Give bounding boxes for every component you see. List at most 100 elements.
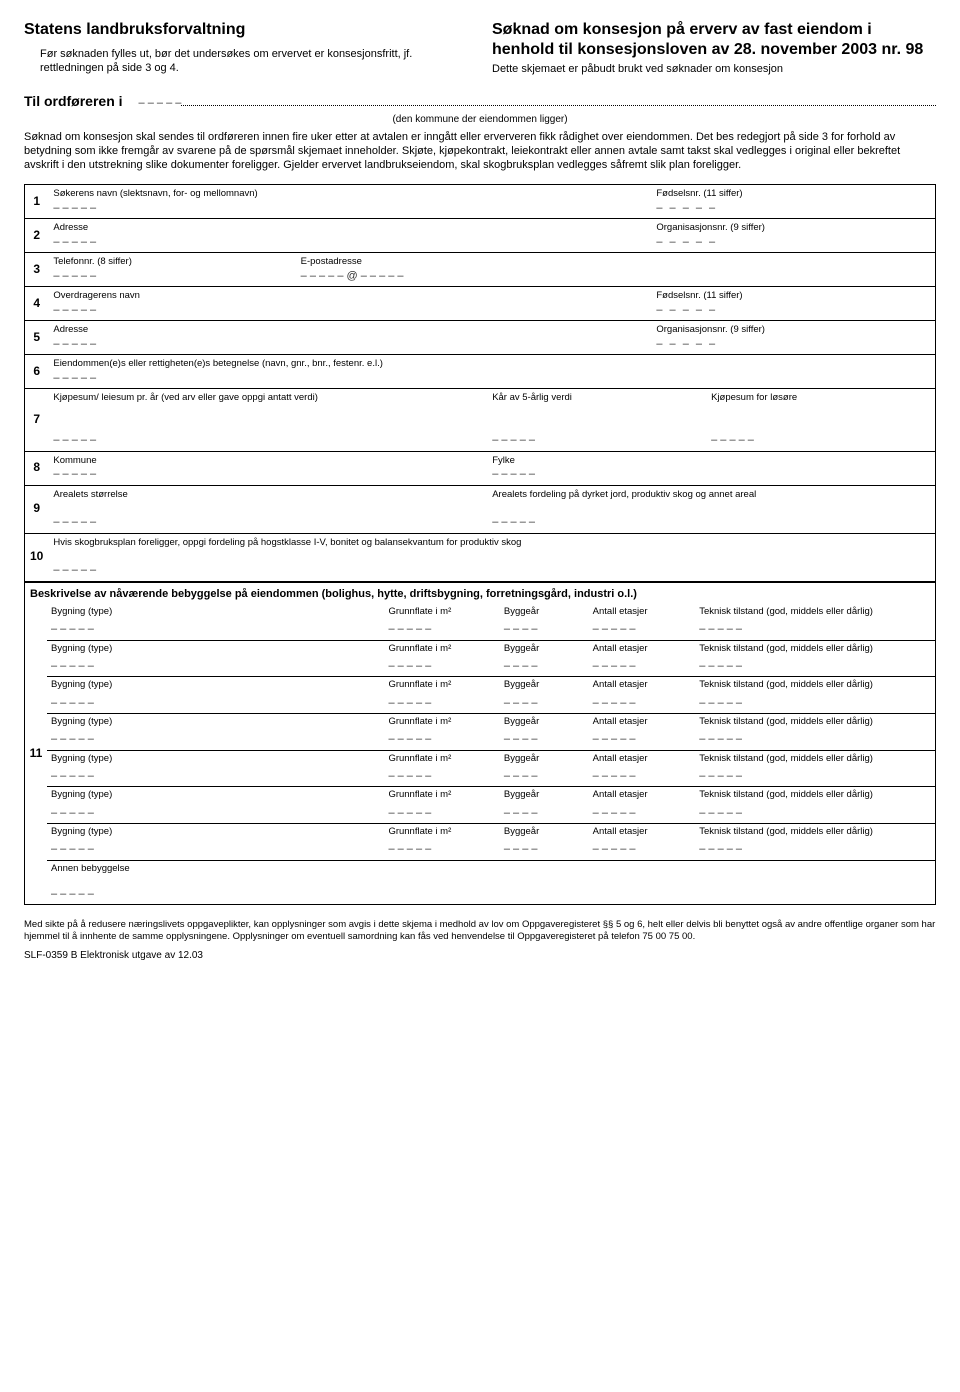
skogbruksplan-field[interactable]: – – – – – [53,564,96,576]
building-col-4-label: Antall etasjer [593,716,692,728]
building-col-2-label: Grunnflate i m² [388,716,495,728]
applicant-name-label: Søkerens navn (slektsnavn, for- og mello… [53,188,655,200]
fylke-field[interactable]: – – – – – [492,468,535,480]
building-col-2-label: Grunnflate i m² [388,789,495,801]
building-1-col-1-field[interactable]: – – – – – [51,623,94,635]
applicant-birthno-label: Fødselsnr. (11 siffer) [656,188,930,200]
building-1-col-5-field[interactable]: – – – – – [699,623,742,635]
building-1-col-4-field[interactable]: – – – – – [593,623,636,635]
building-col-4-label: Antall etasjer [593,606,692,618]
building-2-col-3-field[interactable]: – – – – [504,660,538,672]
building-col-2-label: Grunnflate i m² [388,606,495,618]
building-col-2-label: Grunnflate i m² [388,826,495,838]
transferor-name-field[interactable]: – – – – – [53,304,96,316]
form-subtitle: Dette skjemaet er påbudt brukt ved søkna… [492,62,936,76]
building-7-col-4-field[interactable]: – – – – – [593,843,636,855]
building-1-col-2-field[interactable]: – – – – – [388,623,431,635]
building-3-col-3-field[interactable]: – – – – [504,697,538,709]
building-3-col-1-field[interactable]: – – – – – [51,697,94,709]
building-5-col-4-field[interactable]: – – – – – [593,770,636,782]
building-col-5-label: Teknisk tilstand (god, middels eller dår… [699,753,931,765]
fylke-label: Fylke [492,455,930,467]
building-col-3-label: Byggeår [504,716,585,728]
agency-name: Statens landbruksforvaltning [24,20,468,41]
building-5-col-1-field[interactable]: – – – – – [51,770,94,782]
building-2-col-1-field[interactable]: – – – – – [51,660,94,672]
annen-bebyggelse-field[interactable]: – – – – – [51,888,94,900]
building-6-col-5-field[interactable]: – – – – – [699,807,742,819]
row-num-2: 2 [25,219,49,253]
building-col-3-label: Byggeår [504,643,585,655]
building-col-5-label: Teknisk tilstand (god, middels eller dår… [699,643,931,655]
building-col-5-label: Teknisk tilstand (god, middels eller dår… [699,679,931,691]
areal-size-field[interactable]: – – – – – [53,516,96,528]
applicant-orgno-field[interactable]: – – – – – [656,236,717,248]
header-note: Før søknaden fylles ut, bør det undersøk… [24,47,468,76]
skogbruksplan-label: Hvis skogbruksplan foreligger, oppgi for… [53,537,930,549]
building-col-4-label: Antall etasjer [593,643,692,655]
building-col-4-label: Antall etasjer [593,679,692,691]
building-4-col-5-field[interactable]: – – – – – [699,733,742,745]
building-3-col-4-field[interactable]: – – – – – [593,697,636,709]
building-2-col-5-field[interactable]: – – – – – [699,660,742,672]
transferor-orgno-field[interactable]: – – – – – [656,338,717,350]
building-7-col-1-field[interactable]: – – – – – [51,843,94,855]
transferor-address-label: Adresse [53,324,655,336]
kommune-field[interactable]: – – – – – [53,468,96,480]
building-col-1-label: Bygning (type) [51,643,380,655]
applicant-address-field[interactable]: – – – – – [53,236,96,248]
building-4-col-3-field[interactable]: – – – – [504,733,538,745]
building-col-1-label: Bygning (type) [51,826,380,838]
recipient-field[interactable]: – – – – – [139,96,182,110]
buildings-title: Beskrivelse av nåværende bebyggelse på e… [25,582,935,604]
building-4-col-2-field[interactable]: – – – – – [388,733,431,745]
building-col-3-label: Byggeår [504,826,585,838]
building-5-col-3-field[interactable]: – – – – [504,770,538,782]
building-6-col-3-field[interactable]: – – – – [504,807,538,819]
transferor-address-field[interactable]: – – – – – [53,338,96,350]
building-5-col-2-field[interactable]: – – – – – [388,770,431,782]
row-num-8: 8 [25,451,49,485]
building-col-5-label: Teknisk tilstand (god, middels eller dår… [699,826,931,838]
building-2-col-4-field[interactable]: – – – – – [593,660,636,672]
email-label: E-postadresse [301,256,930,268]
recipient-row: Til ordføreren i – – – – – [24,90,936,110]
building-col-1-label: Bygning (type) [51,753,380,765]
row-num-5: 5 [25,321,49,355]
building-4-col-4-field[interactable]: – – – – – [593,733,636,745]
building-7-col-2-field[interactable]: – – – – – [388,843,431,855]
building-3-col-2-field[interactable]: – – – – – [388,697,431,709]
form-table: 1 Søkerens navn (slektsnavn, for- og mel… [24,184,936,581]
building-col-3-label: Byggeår [504,789,585,801]
purchase-price-field[interactable]: – – – – – [53,434,96,446]
property-designation-field[interactable]: – – – – – [53,372,96,384]
building-6-col-4-field[interactable]: – – – – – [593,807,636,819]
applicant-birthno-field[interactable]: – – – – – [656,202,717,214]
building-5-col-5-field[interactable]: – – – – – [699,770,742,782]
building-2-col-2-field[interactable]: – – – – – [388,660,431,672]
building-col-4-label: Antall etasjer [593,826,692,838]
building-7-col-3-field[interactable]: – – – – [504,843,538,855]
building-col-5-label: Teknisk tilstand (god, middels eller dår… [699,716,931,728]
kar-field[interactable]: – – – – – [492,434,535,446]
row-num-10: 10 [25,533,49,581]
building-1-col-3-field[interactable]: – – – – [504,623,538,635]
applicant-name-field[interactable]: – – – – – [53,202,96,214]
areal-dist-field[interactable]: – – – – – [492,516,535,528]
building-4-col-1-field[interactable]: – – – – – [51,733,94,745]
row-num-3: 3 [25,253,49,287]
building-3-col-5-field[interactable]: – – – – – [699,697,742,709]
recipient-line[interactable] [181,90,936,106]
transferor-birthno-field[interactable]: – – – – – [656,304,717,316]
email-field[interactable]: – – – – – @ – – – – – [301,270,404,282]
phone-field[interactable]: – – – – – [53,270,96,282]
building-7-col-5-field[interactable]: – – – – – [699,843,742,855]
kar-label: Kår av 5-årlig verdi [492,392,711,404]
form-title: Søknad om konsesjon på erverv av fast ei… [492,20,936,60]
row-num-4: 4 [25,287,49,321]
row-num-1: 1 [25,185,49,219]
building-6-col-2-field[interactable]: – – – – – [388,807,431,819]
areal-dist-label: Arealets fordeling på dyrket jord, produ… [492,489,930,501]
building-6-col-1-field[interactable]: – – – – – [51,807,94,819]
losore-field[interactable]: – – – – – [711,434,754,446]
